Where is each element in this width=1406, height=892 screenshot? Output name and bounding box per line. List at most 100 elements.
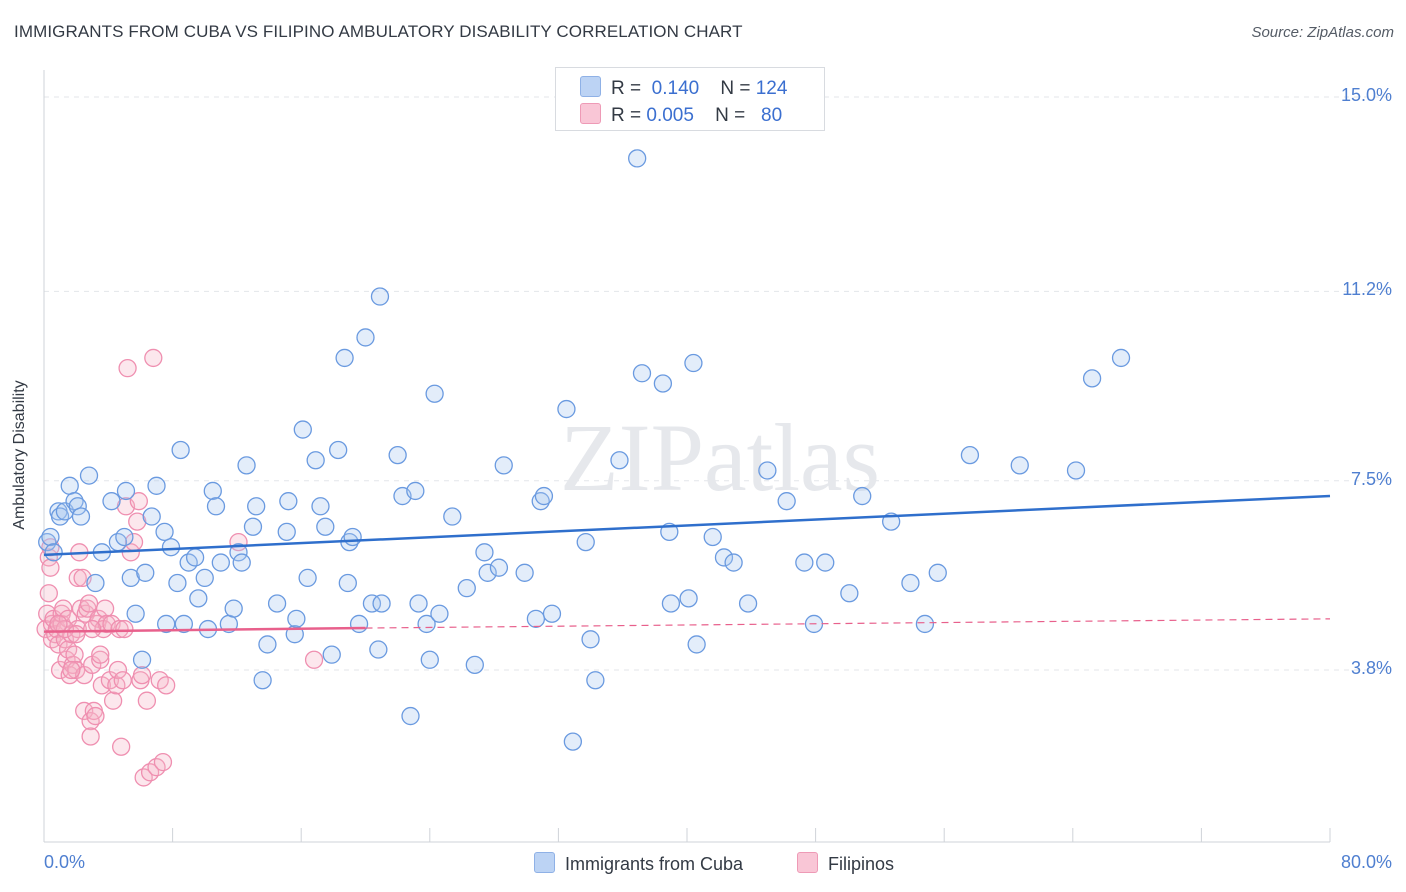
- data-point: [661, 594, 681, 613]
- y-tick-label: 3.8%: [1350, 658, 1392, 678]
- data-point: [147, 476, 166, 495]
- data-point: [489, 558, 509, 577]
- data-point: [86, 706, 105, 726]
- data-point: [1111, 348, 1131, 368]
- data-point: [79, 466, 99, 485]
- data-point: [206, 497, 226, 516]
- data-point: [420, 650, 439, 669]
- data-point: [457, 578, 476, 598]
- data-point: [68, 568, 87, 588]
- data-point: [430, 604, 449, 623]
- data-point: [293, 420, 312, 439]
- data-point: [475, 543, 494, 562]
- data-point: [534, 486, 554, 506]
- y-tick-label: 7.5%: [1350, 468, 1392, 489]
- data-point: [928, 563, 947, 582]
- data-point: [724, 553, 743, 572]
- data-point: [795, 553, 814, 572]
- data-point: [356, 328, 375, 347]
- filipinos-trend-line: [43, 626, 366, 633]
- data-point: [103, 691, 123, 710]
- data-point: [335, 348, 354, 368]
- watermark: ZIPatlas: [560, 404, 880, 511]
- data-point: [232, 553, 251, 572]
- data-point: [253, 671, 272, 690]
- cuba-r-value: 0.140: [651, 78, 700, 99]
- data-point: [132, 665, 152, 685]
- data-point: [168, 573, 187, 593]
- data-point: [243, 517, 263, 536]
- data-point: [195, 568, 214, 588]
- data-point: [116, 481, 136, 501]
- y-tick-label: 11.2%: [1342, 279, 1392, 300]
- data-point: [714, 548, 734, 567]
- data-point: [41, 527, 60, 547]
- data-point: [738, 594, 758, 613]
- data-point: [112, 737, 131, 756]
- data-point: [279, 492, 298, 511]
- data-point: [102, 492, 121, 511]
- data-point: [653, 374, 673, 393]
- data-point: [576, 532, 595, 552]
- data-point: [129, 492, 148, 511]
- axes: [43, 70, 1331, 843]
- data-point: [287, 609, 306, 628]
- data-point: [406, 481, 425, 501]
- data-point: [687, 635, 706, 654]
- data-point: [229, 543, 248, 562]
- data-point: [338, 573, 357, 593]
- data-point: [343, 527, 362, 547]
- data-point: [95, 599, 115, 618]
- data-point: [1082, 369, 1102, 388]
- data-point: [65, 645, 84, 664]
- data-point: [203, 481, 222, 501]
- data-point: [91, 650, 110, 669]
- data-point: [153, 752, 173, 772]
- data-point: [83, 619, 102, 639]
- data-point: [586, 671, 605, 690]
- pink-swatch-icon: [580, 103, 601, 124]
- data-point: [75, 701, 94, 721]
- data-point: [443, 507, 462, 526]
- data-point: [581, 630, 600, 649]
- data-point: [322, 645, 341, 664]
- data-point: [758, 461, 777, 480]
- data-point: [157, 614, 176, 634]
- data-point: [108, 660, 128, 680]
- data-point: [542, 604, 562, 623]
- data-point: [224, 599, 243, 618]
- data-point: [115, 619, 134, 639]
- data-point: [494, 456, 513, 475]
- data-point: [362, 594, 382, 613]
- data-point: [185, 548, 205, 567]
- x-tick-max: 80.0%: [1340, 852, 1392, 872]
- filipinos-r-value: 0.005: [646, 105, 694, 126]
- data-point: [306, 451, 325, 470]
- data-point: [174, 614, 194, 634]
- data-point: [563, 732, 583, 751]
- data-point: [39, 584, 58, 603]
- data-point: [136, 563, 155, 582]
- data-point: [118, 359, 137, 378]
- data-point: [777, 492, 796, 511]
- data-point: [703, 527, 722, 547]
- data-point: [853, 486, 872, 506]
- source-label: Source: ZipAtlas.com: [1251, 24, 1394, 41]
- filipinos-n-value: 80: [761, 105, 783, 126]
- data-point: [465, 655, 484, 675]
- data-point: [816, 553, 835, 572]
- data-point: [526, 609, 546, 628]
- data-point: [258, 635, 277, 654]
- cuba-points: [38, 149, 1131, 751]
- data-point: [65, 492, 84, 511]
- data-point: [304, 650, 324, 669]
- data-point: [628, 149, 647, 168]
- filipinos-trend-extension: [365, 618, 1331, 629]
- data-point: [369, 640, 388, 659]
- data-point: [316, 517, 335, 536]
- data-point: [79, 594, 99, 613]
- data-point: [417, 614, 436, 634]
- data-point: [115, 527, 134, 547]
- data-point: [1010, 456, 1029, 475]
